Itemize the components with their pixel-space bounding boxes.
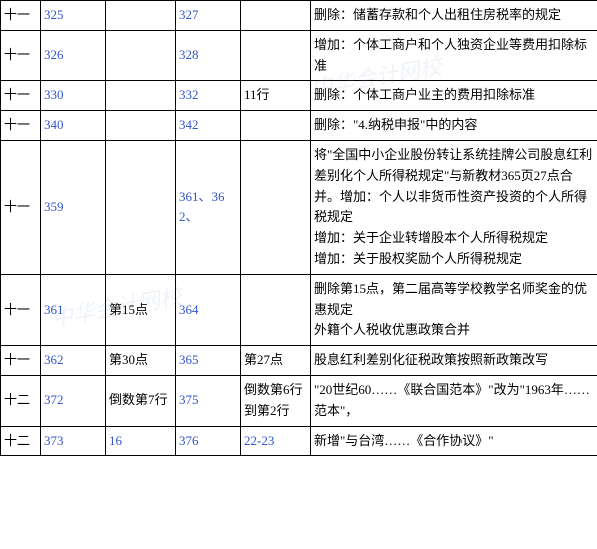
table-cell: 373: [41, 426, 106, 456]
table-cell: 删除第15点，第二届高等学校教学名师奖金的优惠规定外籍个人税收优惠政策合并: [311, 274, 597, 345]
table-cell: 十二: [1, 426, 41, 456]
table-row: 十二372倒数第7行375倒数第6行到第2行"20世纪60……《联合国范本》"改…: [1, 375, 597, 426]
table-cell: 361: [41, 274, 106, 345]
table-cell: 十二: [1, 375, 41, 426]
table-row: 十一361第15点364 删除第15点，第二届高等学校教学名师奖金的优惠规定外籍个…: [1, 274, 597, 345]
table-cell: 332: [176, 81, 241, 111]
table-cell: 倒数第6行到第2行: [241, 375, 311, 426]
table-cell: 327: [176, 1, 241, 31]
table-cell: 将"全国中小企业股份转让系统挂牌公司股息红利差别化个人所得税规定"与新教材365…: [311, 140, 597, 274]
table-cell: 11行: [241, 81, 311, 111]
table-cell: 376: [176, 426, 241, 456]
table-cell: 倒数第7行: [106, 375, 176, 426]
table-cell: 十一: [1, 346, 41, 376]
table-cell: [241, 111, 311, 141]
table-cell: 第30点: [106, 346, 176, 376]
table-cell: 22-23: [241, 426, 311, 456]
table-cell: 删除：个体工商户业主的费用扣除标准: [311, 81, 597, 111]
table-cell: 364: [176, 274, 241, 345]
table-cell: 删除："4.纳税申报"中的内容: [311, 111, 597, 141]
table-cell: 361、362、: [176, 140, 241, 274]
table-row: 十一326 328 增加：个体工商户和个人独资企业等费用扣除标准: [1, 30, 597, 81]
table-cell: 326: [41, 30, 106, 81]
table-cell: 365: [176, 346, 241, 376]
table-cell: [241, 1, 311, 31]
table-cell: 328: [176, 30, 241, 81]
table-row: 十一362第30点365第27点股息红利差别化征税政策按照新政策改写: [1, 346, 597, 376]
table-cell: 十一: [1, 1, 41, 31]
table-cell: 372: [41, 375, 106, 426]
table-row: 十二3731637622-23新增"与台湾……《合作协议》": [1, 426, 597, 456]
table-cell: 十一: [1, 274, 41, 345]
table-cell: 股息红利差别化征税政策按照新政策改写: [311, 346, 597, 376]
table-cell: 330: [41, 81, 106, 111]
table-cell: [241, 140, 311, 274]
changes-table: 十一325327删除：储蓄存款和个人出租住房税率的规定十一326328增加：个体…: [0, 0, 597, 456]
table-cell: 16: [106, 426, 176, 456]
table-cell: [106, 140, 176, 274]
table-cell: 十一: [1, 111, 41, 141]
table-cell: [106, 1, 176, 31]
table-row: 十一330 33211行删除：个体工商户业主的费用扣除标准: [1, 81, 597, 111]
table-cell: [241, 274, 311, 345]
table-cell: 删除：储蓄存款和个人出租住房税率的规定: [311, 1, 597, 31]
table-cell: 十一: [1, 81, 41, 111]
table-cell: 第15点: [106, 274, 176, 345]
table-cell: 362: [41, 346, 106, 376]
table-row: 十一325 327 删除：储蓄存款和个人出租住房税率的规定: [1, 1, 597, 31]
table-cell: 325: [41, 1, 106, 31]
table-cell: 375: [176, 375, 241, 426]
table-cell: 359: [41, 140, 106, 274]
table-cell: "20世纪60……《联合国范本》"改为"1963年……范本"，: [311, 375, 597, 426]
table-cell: [241, 30, 311, 81]
table-row: 十一359 361、362、 将"全国中小企业股份转让系统挂牌公司股息红利差别化个人…: [1, 140, 597, 274]
table-cell: [106, 111, 176, 141]
table-cell: 340: [41, 111, 106, 141]
table-cell: 十一: [1, 30, 41, 81]
table-cell: [106, 81, 176, 111]
table-cell: 十一: [1, 140, 41, 274]
table-cell: 增加：个体工商户和个人独资企业等费用扣除标准: [311, 30, 597, 81]
table-cell: 新增"与台湾……《合作协议》": [311, 426, 597, 456]
table-cell: [106, 30, 176, 81]
table-cell: 第27点: [241, 346, 311, 376]
table-row: 十一340 342 删除："4.纳税申报"中的内容: [1, 111, 597, 141]
table-cell: 342: [176, 111, 241, 141]
